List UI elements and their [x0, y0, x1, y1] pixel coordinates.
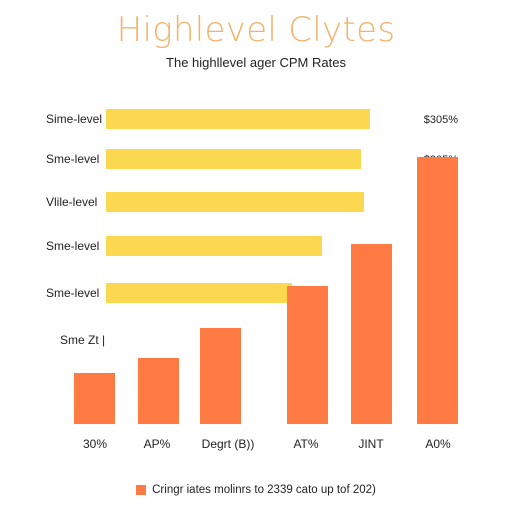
vbar — [74, 373, 115, 424]
hbar — [106, 283, 292, 303]
x-tick-label: AP% — [144, 437, 171, 451]
hbar-category-label: Vlile-level — [46, 195, 97, 209]
y-axis-label: Sme Zt | — [60, 333, 105, 347]
x-tick-label: A0% — [425, 437, 451, 451]
x-tick-label: AT% — [293, 437, 318, 451]
vbar — [138, 358, 179, 424]
legend-swatch — [136, 485, 147, 495]
hbar-value-label: $305% — [424, 114, 458, 126]
chart-title: Highlevel Clytes — [116, 10, 396, 50]
vbar — [287, 286, 328, 424]
hbar — [106, 109, 370, 129]
x-tick-label: JINT — [358, 437, 384, 451]
x-tick-label: 30% — [83, 437, 107, 451]
x-tick-label: Degrt (B)) — [202, 437, 255, 451]
hbar — [106, 236, 322, 256]
legend: Cringr iates molinrs to 2339 cato up tof… — [0, 484, 512, 496]
hbar-category-label: Sme-level — [46, 239, 99, 253]
hbar-category-label: Sme-level — [46, 286, 99, 300]
hbar-category-label: Sime-level — [46, 112, 102, 126]
legend-label: Cringr iates molinrs to 2339 cato up tof… — [152, 484, 376, 496]
hbar — [106, 192, 364, 212]
hbar — [106, 149, 361, 169]
vbar — [351, 244, 392, 424]
vbar — [417, 157, 458, 424]
chart-subtitle: The highllevel ager CPM Rates — [166, 55, 346, 70]
vbar — [200, 328, 241, 424]
hbar-category-label: Sme-level — [46, 152, 99, 166]
